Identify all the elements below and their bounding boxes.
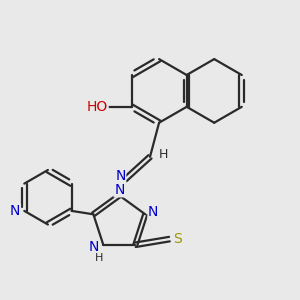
- Text: S: S: [173, 232, 182, 246]
- Text: N: N: [115, 169, 126, 183]
- Text: H: H: [94, 254, 103, 263]
- Text: N: N: [10, 204, 20, 218]
- Text: HO: HO: [87, 100, 108, 114]
- Text: N: N: [89, 240, 99, 254]
- Text: N: N: [148, 205, 158, 219]
- Text: H: H: [159, 148, 168, 161]
- Text: N: N: [114, 183, 124, 197]
